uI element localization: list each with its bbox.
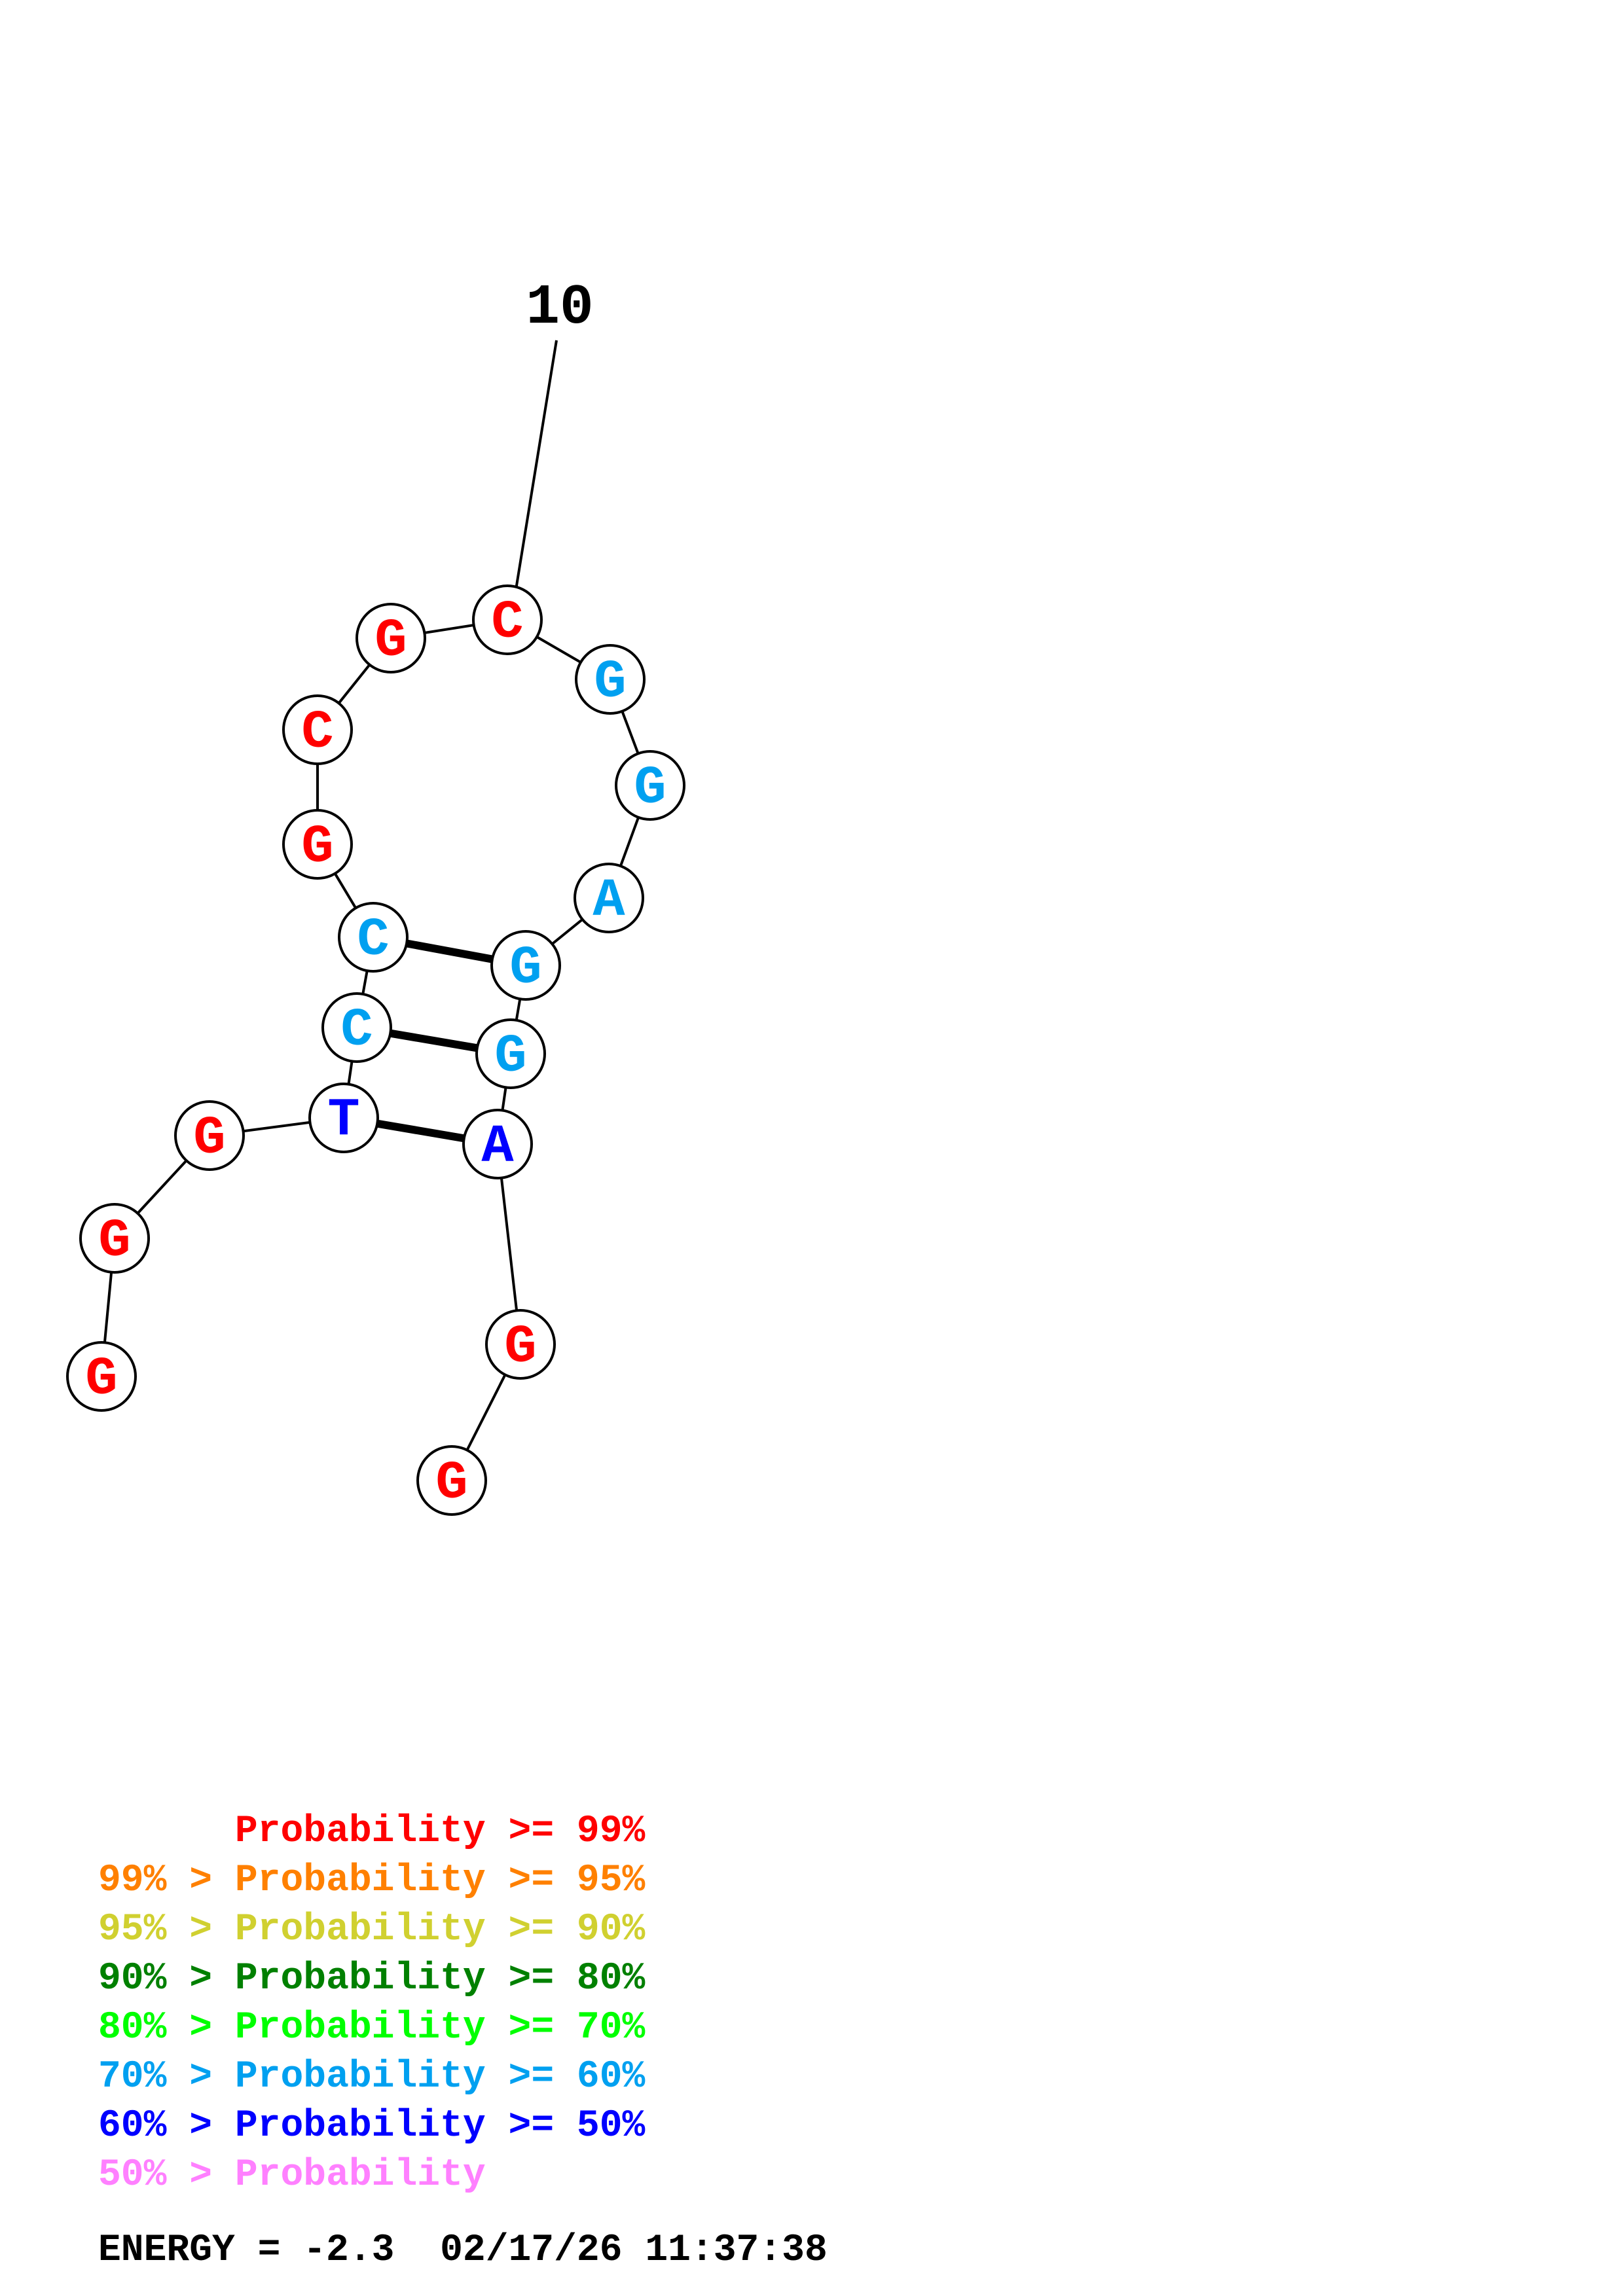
nucleotide-node: G bbox=[490, 930, 561, 1001]
nucleotide-circle bbox=[321, 992, 392, 1063]
nucleotide-node: A bbox=[462, 1109, 533, 1179]
legend-entry-prefix: 90% > bbox=[98, 1958, 235, 2000]
nucleotide-circle bbox=[174, 1100, 245, 1171]
nucleotide-node: C bbox=[472, 584, 543, 655]
nucleotide-circle bbox=[356, 603, 426, 673]
nucleotide-node: C bbox=[321, 992, 392, 1063]
nucleotide-circle bbox=[485, 1309, 556, 1380]
nucleotide-letter: G bbox=[594, 652, 626, 713]
legend-entry-prefix: 80% > bbox=[98, 2007, 235, 2049]
position-tick bbox=[509, 340, 558, 622]
nucleotide-circle bbox=[66, 1341, 137, 1412]
legend-entry-prefix: 95% > bbox=[98, 1909, 235, 1951]
nucleotide-circle bbox=[282, 809, 353, 880]
legend-entry-prefix: 50% > bbox=[98, 2154, 235, 2197]
nucleotide-node: C bbox=[282, 694, 353, 765]
legend-entry: 70% > Probability >= 60% bbox=[98, 2058, 645, 2096]
nucleotide-node: G bbox=[485, 1309, 556, 1380]
energy-label: ENERGY = -2.3 02/17/26 11:37:38 bbox=[98, 2229, 828, 2272]
nucleotide-letter: G bbox=[509, 938, 541, 999]
nucleotide-letter: C bbox=[357, 910, 389, 971]
nucleotide-letter: A bbox=[481, 1117, 514, 1177]
nucleotide-letter: G bbox=[435, 1453, 467, 1514]
position-label: 10 bbox=[526, 276, 593, 340]
legend-entry: 99% > Probability >= 95% bbox=[98, 1862, 645, 1900]
nucleotide-letter: C bbox=[301, 702, 333, 763]
nucleotide-letter: C bbox=[340, 1000, 373, 1061]
nucleotide-circle bbox=[490, 930, 561, 1001]
nucleotide-circle bbox=[575, 644, 646, 715]
nucleotide-letter: G bbox=[193, 1108, 225, 1169]
nucleotide-node: G bbox=[575, 644, 646, 715]
nucleotide-node: G bbox=[356, 603, 426, 673]
legend-entry-range: Probability >= 50% bbox=[234, 2105, 646, 2147]
nucleotide-node: G bbox=[416, 1445, 487, 1516]
position-marks: 10 bbox=[509, 276, 594, 622]
nucleotide-node: C bbox=[338, 902, 409, 973]
nucleotide-circle bbox=[475, 1018, 546, 1089]
nucleotide-node: G bbox=[475, 1018, 546, 1089]
nucleotide-node: G bbox=[174, 1100, 245, 1171]
legend-entry: 60% > Probability >= 50% bbox=[98, 2108, 645, 2145]
nucleotide-circle bbox=[79, 1203, 150, 1274]
nucleotide-letter: G bbox=[374, 611, 407, 672]
legend-entry: 90% > Probability >= 80% bbox=[98, 1960, 645, 1998]
legend-entry-range: Probability >= 80% bbox=[234, 1958, 646, 2000]
nucleotide-letter: T bbox=[327, 1090, 359, 1151]
legend-entry-range: Probability >= 95% bbox=[234, 1859, 646, 1902]
legend-entry-range: Probability >= 99% bbox=[234, 1810, 646, 1853]
nucleotide-circle bbox=[282, 694, 353, 765]
nucleotide-circle bbox=[574, 863, 644, 933]
nucleotide-node: A bbox=[574, 863, 644, 933]
nucleotide-letter: G bbox=[494, 1026, 526, 1087]
legend-entry-prefix: 70% > bbox=[98, 2056, 235, 2098]
nucleotide-letter: G bbox=[504, 1317, 536, 1378]
nucleotide-circle bbox=[338, 902, 409, 973]
legend-entry-range: Probability bbox=[234, 2154, 486, 2197]
nucleotide-letter: G bbox=[98, 1211, 130, 1272]
legend-entry-range: Probability >= 70% bbox=[234, 2007, 646, 2049]
nucleotide-node: T bbox=[308, 1083, 379, 1153]
nucleotide-node: G bbox=[282, 809, 353, 880]
legend-entry: 99% > Probability >= 99% bbox=[98, 1810, 646, 1853]
legend-entry-range: Probability >= 60% bbox=[234, 2056, 646, 2098]
legend-entry-prefix: 99% > bbox=[98, 1859, 235, 1902]
legend-entry: 80% > Probability >= 70% bbox=[98, 2009, 645, 2047]
legend-entry: 50% > Probability bbox=[98, 2157, 486, 2195]
nucleotide-letter: A bbox=[593, 870, 625, 931]
nucleotide-circle bbox=[308, 1083, 379, 1153]
nucleotide-node: G bbox=[79, 1203, 150, 1274]
legend-entry-prefix: 60% > bbox=[98, 2105, 235, 2147]
nucleotide-letter: C bbox=[491, 592, 523, 653]
nucleotide-circle bbox=[462, 1109, 533, 1179]
nucleotide-letter: G bbox=[301, 817, 333, 878]
nucleotide-circle bbox=[472, 584, 543, 655]
nucleotide-node: G bbox=[66, 1341, 137, 1412]
legend-entry-range: Probability >= 90% bbox=[234, 1909, 646, 1951]
nucleotide-circle bbox=[416, 1445, 487, 1516]
legend-entry: 95% > Probability >= 90% bbox=[98, 1911, 645, 1949]
nucleotide-letter: G bbox=[85, 1349, 117, 1410]
nucleotide-letter: G bbox=[634, 758, 666, 819]
nucleotide-circle bbox=[615, 750, 685, 821]
nucleotide-node: G bbox=[615, 750, 685, 821]
